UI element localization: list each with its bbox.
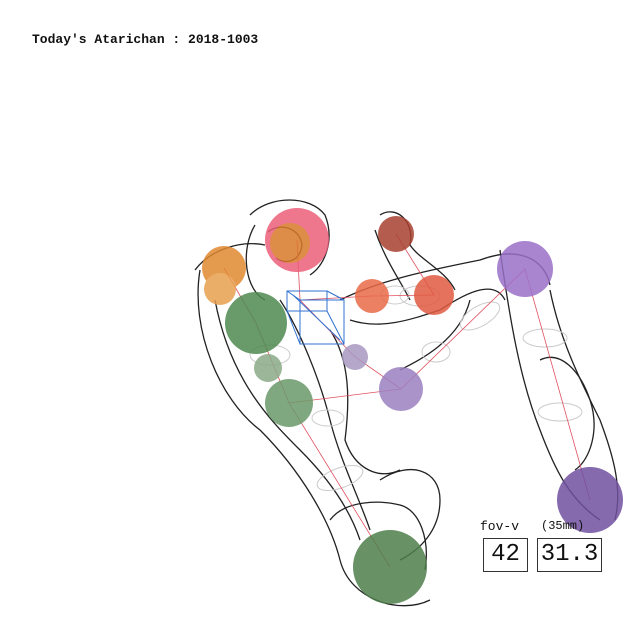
lens-input[interactable]: 31.3 xyxy=(537,538,602,572)
camera-cube xyxy=(286,290,345,345)
lens-label: (35mm) xyxy=(541,519,585,533)
fov-label: fov-v xyxy=(480,519,520,534)
fov-input[interactable]: 42 xyxy=(483,538,528,572)
guide-ellipses xyxy=(249,285,583,491)
page-title: Today's Atarichan : 2018-1003 xyxy=(32,32,259,47)
joint-circles xyxy=(202,208,623,604)
